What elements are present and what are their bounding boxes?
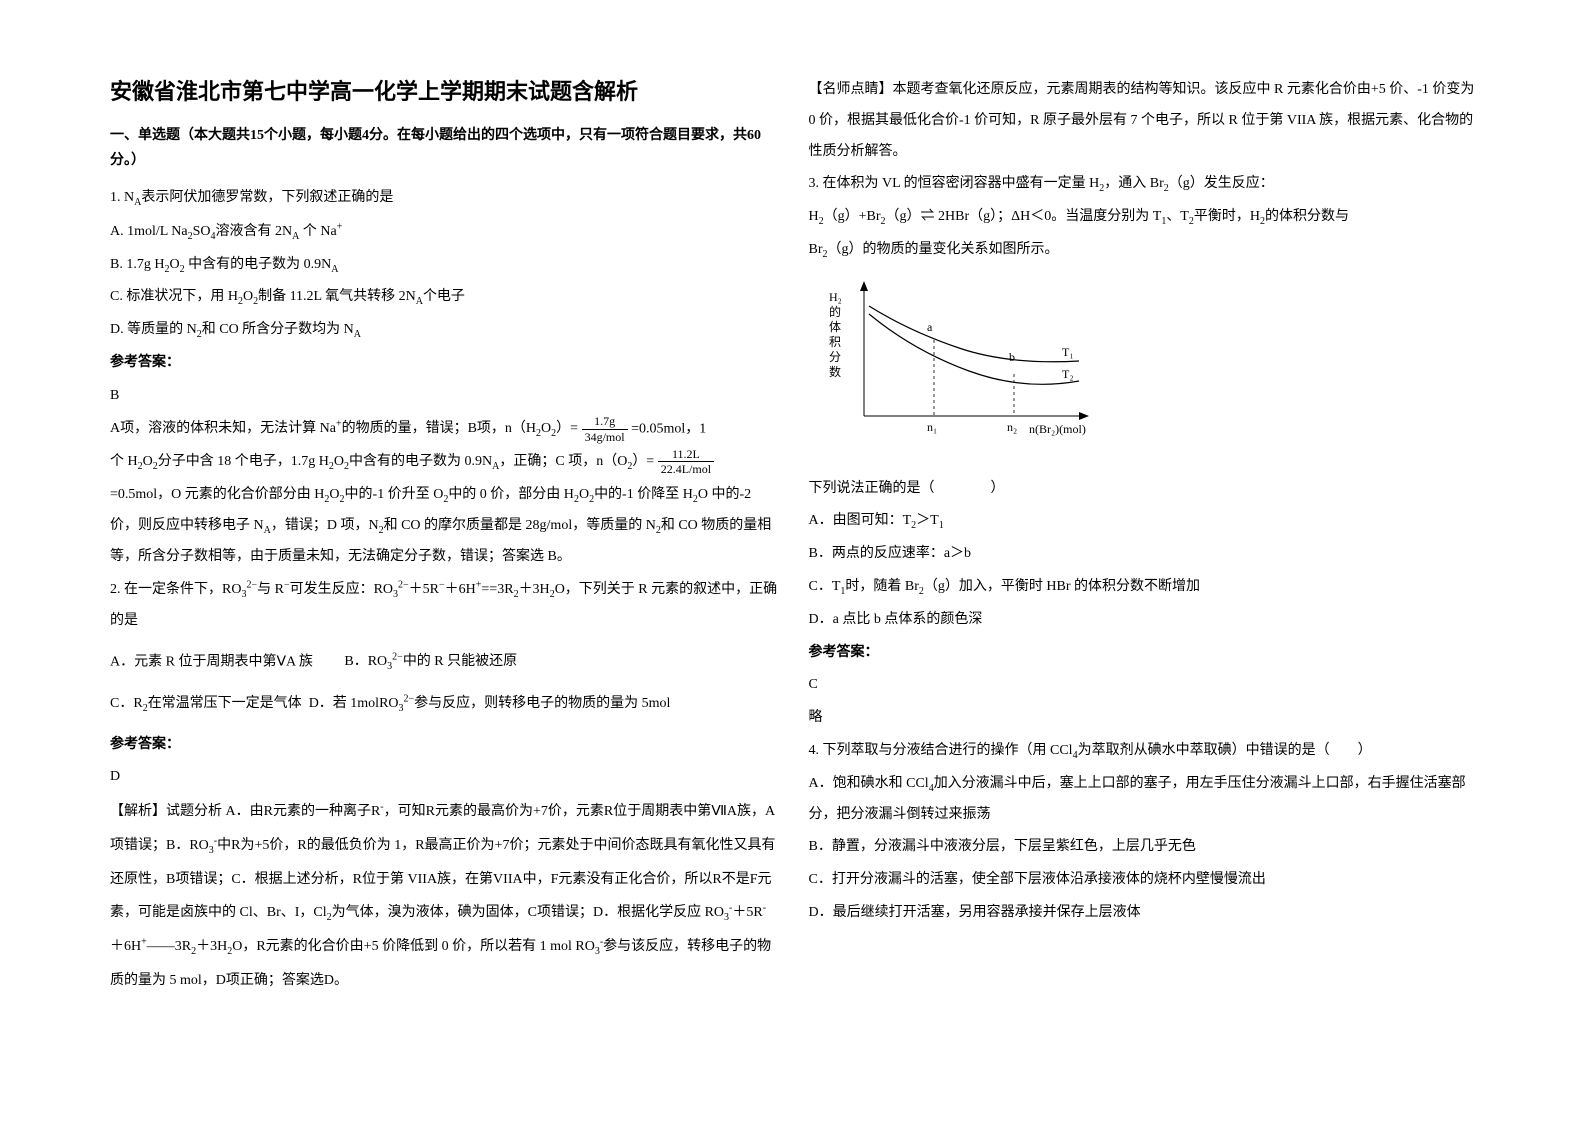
q1-explain-3: =0.5mol，O 元素的化合价部分由 H2O2中的-1 价升至 O2中的 0 …: [110, 480, 779, 572]
q3-option-a: A．由图可知：T2＞T1: [809, 506, 1478, 537]
q4-option-c: C．打开分液漏斗的活塞，使全部下层液体沿承接液体的烧杯内壁慢慢流出: [809, 865, 1478, 896]
chart-svg: H₂ 的 体 积 分 数 a b T₁ T₂ n₁ n₂ n(Br₂)(mol): [819, 276, 1099, 446]
q2-options-cd: C．R2在常温常压下一定是气体 D．若 1molRO32−参与反应，则转移电子的…: [110, 688, 779, 719]
q2-stem: 2. 在一定条件下，RO32−与 R−可发生反应：RO32−＋5R−＋6H+==…: [110, 574, 779, 636]
q3-answer-label: 参考答案：: [809, 638, 1478, 669]
y-label-1: H₂: [829, 290, 842, 304]
svg-text:b: b: [1009, 350, 1015, 364]
q1-stem: 1. NA表示阿伏加德罗常数，下列叙述正确的是: [110, 183, 779, 214]
q4-option-a: A．饱和碘水和 CCl4加入分液漏斗中后，塞上上口部的塞子，用左手压住分液漏斗上…: [809, 769, 1478, 831]
document-title: 安徽省淮北市第七中学高一化学上学期期末试题含解析: [110, 75, 779, 108]
svg-text:n₂: n₂: [1007, 420, 1017, 434]
svg-text:积: 积: [829, 335, 841, 349]
q3-option-c: C．T1时，随着 Br2（g）加入，平衡时 HBr 的体积分数不断增加: [809, 572, 1478, 603]
svg-text:T₂: T₂: [1062, 367, 1074, 381]
q1-option-d: D. 等质量的 N2和 CO 所含分子数均为 NA: [110, 315, 779, 346]
q3-option-d: D．a 点比 b 点体系的颜色深: [809, 605, 1478, 636]
svg-text:数: 数: [829, 364, 841, 379]
section-header: 一、单选题（本大题共15个小题，每小题4分。在每小题给出的四个选项中，只有一项符…: [110, 123, 779, 173]
svg-text:的: 的: [829, 304, 841, 319]
q3-equation2: Br2（g）的物质的量变化关系如图所示。: [809, 235, 1478, 266]
q3-note: 略: [809, 703, 1478, 734]
q2-answer: D: [110, 762, 779, 793]
q3-stem: 3. 在体积为 VL 的恒容密闭容器中盛有一定量 H2，通入 Br2（g）发生反…: [809, 169, 1478, 200]
teacher-note: 【名师点睛】本题考查氧化还原反应，元素周期表的结构等知识。该反应中 R 元素化合…: [809, 75, 1478, 167]
q3-option-b: B．两点的反应速率：a＞b: [809, 539, 1478, 570]
q4-stem: 4. 下列萃取与分液结合进行的操作（用 CCl4为萃取剂从碘水中萃取碘）中错误的…: [809, 736, 1478, 767]
svg-text:n(Br₂)(mol): n(Br₂)(mol): [1029, 422, 1086, 436]
q3-equation: H2（g）+Br2（g）⇌ 2HBr（g）；ΔH＜0。当温度分别为 T1、T2平…: [809, 202, 1478, 233]
q2-answer-label: 参考答案：: [110, 730, 779, 761]
q1-option-b: B. 1.7g H2O2 中含有的电子数为 0.9NA: [110, 250, 779, 281]
left-column: 安徽省淮北市第七中学高一化学上学期期末试题含解析 一、单选题（本大题共15个小题…: [95, 75, 794, 1047]
right-column: 【名师点睛】本题考查氧化还原反应，元素周期表的结构等知识。该反应中 R 元素化合…: [794, 75, 1493, 1047]
svg-text:分: 分: [829, 350, 841, 364]
q2-options-ab: A．元素 R 位于周期表中第ⅤA 族 B．RO32−中的 R 只能被还原: [110, 647, 779, 678]
q1-option-a: A. 1mol/L Na2SO4溶液含有 2NA 个 Na+: [110, 216, 779, 247]
q1-explain-1: A项，溶液的体积未知，无法计算 Na+的物质的量，错误；B项，n（H2O2）= …: [110, 414, 779, 445]
q1-option-c: C. 标准状况下，用 H2O2制备 11.2L 氧气共转移 2NA个电子: [110, 282, 779, 313]
q1-answer-label: 参考答案：: [110, 348, 779, 379]
q4-option-b: B．静置，分液漏斗中液液分层，下层呈紫红色，上层几乎无色: [809, 832, 1478, 863]
q3-chart: H₂ 的 体 积 分 数 a b T₁ T₂ n₁ n₂ n(Br₂)(mol): [809, 276, 1478, 459]
q3-below-chart: 下列说法正确的是（ ）: [809, 474, 1478, 505]
svg-text:T₁: T₁: [1062, 345, 1074, 359]
q3-answer: C: [809, 670, 1478, 701]
q2-explain: 【解析】试题分析 A．由R元素的一种离子R-，可知R元素的最高价为+7价，元素R…: [110, 795, 779, 997]
svg-text:a: a: [927, 320, 933, 334]
q1-answer: B: [110, 381, 779, 412]
svg-text:n₁: n₁: [927, 420, 937, 434]
q4-option-d: D．最后继续打开活塞，另用容器承接并保存上层液体: [809, 898, 1478, 929]
svg-text:体: 体: [829, 320, 841, 334]
q1-explain-2: 个 H2O2分子中含 18 个电子，1.7g H2O2中含有的电子数为 0.9N…: [110, 447, 779, 478]
